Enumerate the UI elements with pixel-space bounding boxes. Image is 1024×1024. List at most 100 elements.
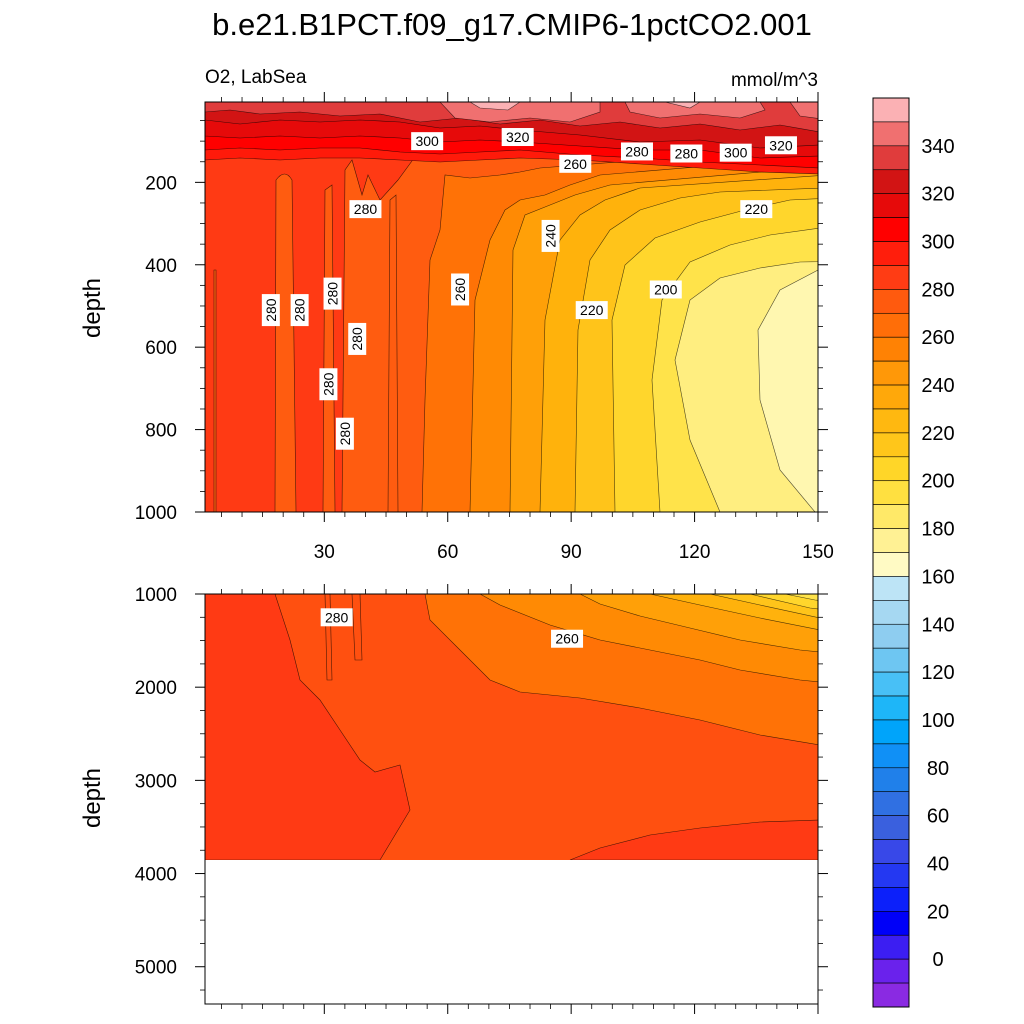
contour-label-bg bbox=[451, 273, 470, 306]
contour-label: 200 bbox=[649, 280, 682, 299]
contour-label-bg bbox=[719, 143, 752, 162]
colorbar-swatch bbox=[872, 743, 910, 769]
x-tick-label: 30 bbox=[314, 542, 335, 563]
upper-contour-labels: 300 320 260 280 280 300 320 220 280 240 260 200 280 2… bbox=[261, 128, 797, 450]
colorbar-swatch bbox=[872, 217, 910, 242]
missing-bathymetry bbox=[205, 860, 818, 1004]
colorbar-swatch bbox=[872, 480, 910, 505]
upper-contour-field bbox=[205, 102, 818, 512]
contour-label: 300 bbox=[411, 132, 444, 151]
contour-label: 240 bbox=[541, 219, 560, 252]
contour-label-text: 280 bbox=[325, 609, 349, 625]
contour-label-text: 220 bbox=[745, 201, 769, 217]
colorbar-label: 60 bbox=[927, 806, 949, 828]
contour-label-bg bbox=[290, 294, 309, 327]
contour-label-text: 280 bbox=[354, 201, 378, 217]
colorbar-swatch bbox=[872, 600, 910, 625]
colorbar-swatch bbox=[872, 863, 910, 888]
colorbar-swatch bbox=[872, 193, 910, 218]
colorbar: 3403203002802602402202001801601401201008… bbox=[872, 97, 955, 1008]
colorbar-swatch bbox=[872, 719, 910, 745]
lower-y-axis-label: depth bbox=[79, 768, 106, 828]
colorbar-label: 100 bbox=[921, 710, 954, 732]
y-tick-label: 600 bbox=[145, 338, 177, 359]
colorbar-label: 240 bbox=[921, 375, 954, 397]
y-tick-label: 5000 bbox=[135, 958, 177, 979]
contour-label-text: 300 bbox=[415, 133, 439, 149]
contour-label-text: 260 bbox=[564, 156, 588, 172]
contour-label: 260 bbox=[551, 629, 584, 648]
colorbar-swatch bbox=[872, 360, 910, 386]
colorbar-swatch bbox=[872, 815, 910, 840]
contour-label-bg bbox=[320, 608, 353, 627]
y-tick-label: 1000 bbox=[135, 503, 177, 524]
lower-axis-ticks: 1000 2000 3000 4000 5000 bbox=[135, 584, 828, 1014]
colorbar-label: 0 bbox=[932, 949, 943, 971]
colorbar-swatch bbox=[872, 839, 910, 864]
colorbar-swatch bbox=[872, 528, 910, 553]
colorbar-swatch bbox=[872, 982, 910, 1008]
colorbar-label: 220 bbox=[921, 423, 954, 445]
colorbar-swatch bbox=[872, 647, 910, 673]
x-tick-label: 60 bbox=[437, 542, 458, 563]
contour-label: 280 bbox=[261, 294, 280, 327]
colorbar-swatch bbox=[872, 456, 910, 482]
colorbar-label: 140 bbox=[921, 614, 954, 636]
contour-label: 320 bbox=[764, 136, 797, 155]
colorbar-swatch bbox=[872, 911, 910, 936]
colorbar-label: 180 bbox=[921, 519, 954, 541]
contour-label-bg bbox=[348, 322, 367, 355]
fill-280-deep bbox=[569, 819, 818, 861]
contour-label-bg bbox=[551, 629, 584, 648]
contour-label: 280 bbox=[323, 277, 342, 310]
colorbar-swatch bbox=[872, 97, 910, 123]
contour-label-text: 280 bbox=[625, 143, 649, 159]
upper-y-axis-label: depth bbox=[79, 278, 106, 338]
fill-200-east bbox=[784, 594, 818, 601]
y-tick-label: 200 bbox=[145, 173, 177, 194]
lower-contour-field bbox=[205, 594, 818, 1004]
colorbar-label: 200 bbox=[921, 471, 954, 493]
y-tick-label: 4000 bbox=[135, 865, 177, 886]
chart-title: b.e21.B1PCT.f09_g17.CMIP6-1pctCO2.001 bbox=[212, 7, 812, 42]
strip-270-3 bbox=[213, 269, 217, 512]
contour-label-text: 280 bbox=[349, 327, 365, 351]
contour-label-bg bbox=[261, 294, 280, 327]
contour-label-text: 280 bbox=[263, 298, 279, 322]
colorbar-swatch bbox=[872, 958, 910, 984]
y-tick-label: 1000 bbox=[135, 585, 177, 606]
y-tick-label: 2000 bbox=[135, 678, 177, 699]
contour-label: 280 bbox=[319, 368, 338, 401]
lower-plot-frame bbox=[204, 593, 819, 1005]
contour-label: 280 bbox=[290, 294, 309, 327]
contour-label: 260 bbox=[451, 273, 470, 306]
contour-label-text: 200 bbox=[654, 281, 678, 297]
colorbar-label: 20 bbox=[927, 901, 949, 923]
colorbar-frame bbox=[872, 97, 910, 1008]
contour-label-text: 320 bbox=[769, 137, 793, 153]
colorbar-label: 280 bbox=[921, 279, 954, 301]
y-tick-label: 800 bbox=[145, 421, 177, 442]
colorbar-label: 300 bbox=[921, 232, 954, 254]
contour-label: 280 bbox=[320, 608, 353, 627]
colorbar-swatch bbox=[872, 145, 910, 171]
colorbar-swatch bbox=[872, 767, 910, 793]
colorbar-swatch bbox=[872, 552, 910, 577]
x-tick-label: 150 bbox=[802, 542, 834, 563]
colorbar-swatch bbox=[872, 265, 910, 290]
contour-label-text: 280 bbox=[337, 422, 353, 446]
contour-label-bg bbox=[323, 277, 342, 310]
colorbar-label: 260 bbox=[921, 327, 954, 349]
contour-label-bg bbox=[740, 200, 773, 219]
contour-label: 280 bbox=[348, 322, 367, 355]
y-tick-label: 3000 bbox=[135, 771, 177, 792]
contour-label-bg bbox=[319, 368, 338, 401]
contour-label-bg bbox=[575, 301, 608, 320]
contour-label-text: 260 bbox=[555, 631, 579, 647]
colorbar-label: 80 bbox=[927, 758, 949, 780]
contour-label: 280 bbox=[670, 144, 703, 163]
contour-label-bg bbox=[559, 154, 592, 173]
x-tick-label: 90 bbox=[561, 542, 582, 563]
colorbar-label: 160 bbox=[921, 566, 954, 588]
contour-label-text: 280 bbox=[292, 298, 308, 322]
